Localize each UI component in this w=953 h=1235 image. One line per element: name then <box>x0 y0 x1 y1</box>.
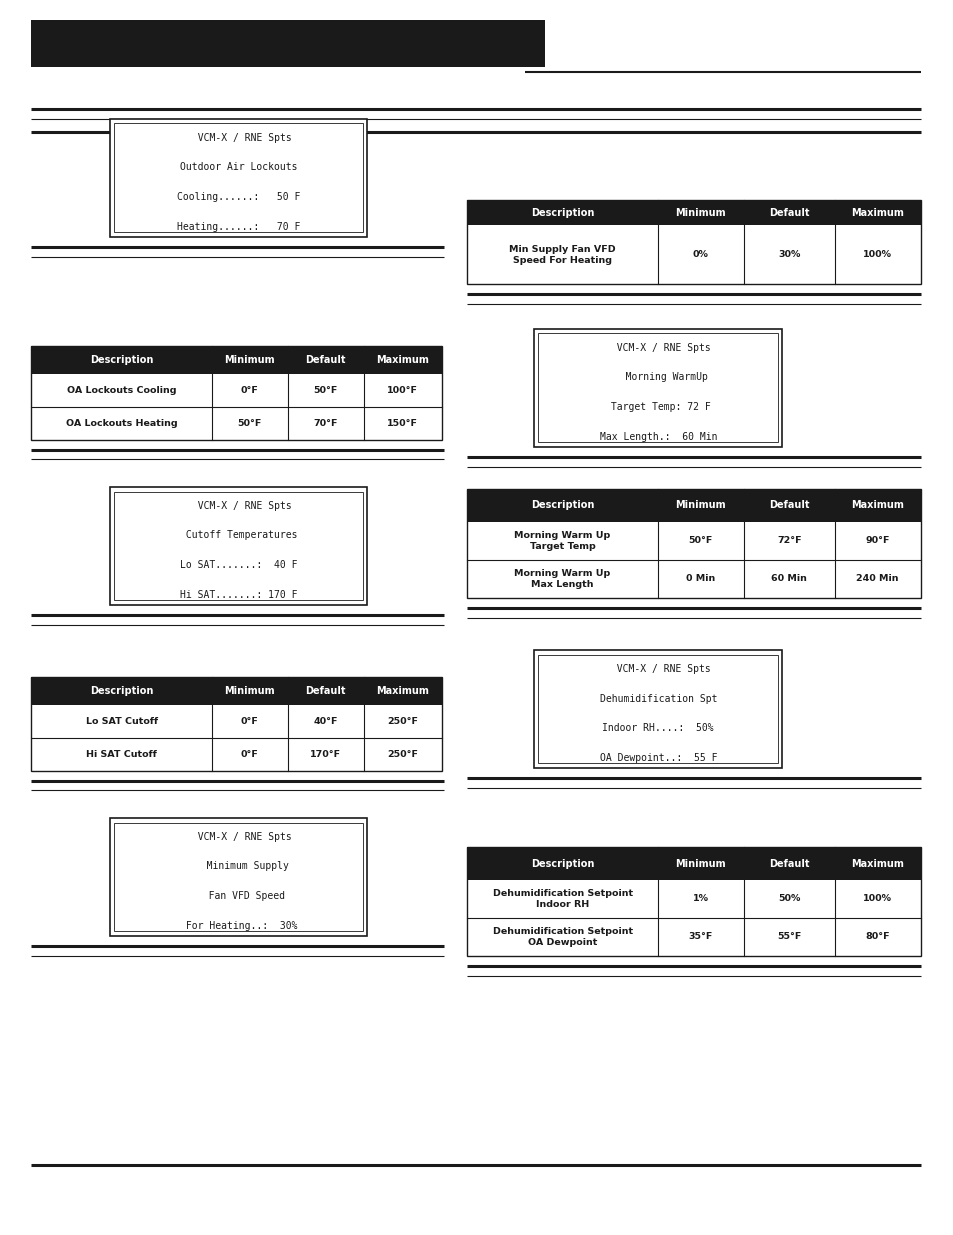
Text: Indoor RH....:  50%: Indoor RH....: 50% <box>601 724 714 734</box>
Text: Default: Default <box>305 685 346 695</box>
Text: 0%: 0% <box>692 251 708 259</box>
Bar <box>467 200 920 225</box>
Text: 100°F: 100°F <box>387 385 417 395</box>
Text: 55°F: 55°F <box>776 932 801 941</box>
Text: Maximum: Maximum <box>850 207 903 217</box>
Text: Lo SAT.......:  40 F: Lo SAT.......: 40 F <box>179 561 297 571</box>
Text: Max Length.:  60 Min: Max Length.: 60 Min <box>598 432 717 442</box>
Text: Outdoor Air Lockouts: Outdoor Air Lockouts <box>179 163 297 173</box>
Text: Dehumidification Setpoint
Indoor RH: Dehumidification Setpoint Indoor RH <box>492 889 632 909</box>
Bar <box>113 124 363 232</box>
Text: Fan VFD Speed: Fan VFD Speed <box>192 892 285 902</box>
Text: 40°F: 40°F <box>314 716 337 726</box>
Text: Minimum Supply: Minimum Supply <box>189 862 288 872</box>
Text: Lo SAT Cutoff: Lo SAT Cutoff <box>86 716 157 726</box>
Text: 70°F: 70°F <box>314 419 337 427</box>
Text: 50%: 50% <box>778 894 800 903</box>
Text: Dehumidification Setpoint
OA Dewpoint: Dehumidification Setpoint OA Dewpoint <box>492 926 632 947</box>
Text: VCM-X / RNE Spts: VCM-X / RNE Spts <box>605 664 710 674</box>
Text: 170°F: 170°F <box>310 750 341 758</box>
Bar <box>31 346 441 440</box>
Text: Minimum: Minimum <box>675 500 725 510</box>
Text: 30%: 30% <box>778 251 800 259</box>
Text: Minimum: Minimum <box>675 207 725 217</box>
Text: 80°F: 80°F <box>864 932 889 941</box>
Text: 50°F: 50°F <box>237 419 262 427</box>
Text: Description: Description <box>531 500 594 510</box>
Text: For Heating..:  30%: For Heating..: 30% <box>179 921 297 931</box>
Text: VCM-X / RNE Spts: VCM-X / RNE Spts <box>186 133 291 143</box>
Text: 50°F: 50°F <box>314 385 337 395</box>
Text: Morning Warm Up
Target Temp: Morning Warm Up Target Temp <box>514 531 610 551</box>
Text: Morning WarmUp: Morning WarmUp <box>608 373 707 383</box>
Text: Cutoff Temperatures: Cutoff Temperatures <box>179 531 297 541</box>
Text: OA Dewpoint..:  55 F: OA Dewpoint..: 55 F <box>598 753 717 763</box>
Text: Min Supply Fan VFD
Speed For Heating: Min Supply Fan VFD Speed For Heating <box>509 245 616 264</box>
Text: 250°F: 250°F <box>387 716 417 726</box>
Bar <box>534 650 781 768</box>
Text: Maximum: Maximum <box>375 685 429 695</box>
Bar <box>467 489 920 521</box>
Text: Maximum: Maximum <box>850 500 903 510</box>
Bar <box>467 200 920 284</box>
Bar <box>31 346 441 374</box>
Text: Description: Description <box>531 207 594 217</box>
Bar <box>537 655 778 763</box>
Text: Heating......:   70 F: Heating......: 70 F <box>176 222 300 232</box>
Text: 150°F: 150°F <box>387 419 417 427</box>
Text: Minimum: Minimum <box>224 354 275 364</box>
Text: 250°F: 250°F <box>387 750 417 758</box>
Text: Default: Default <box>768 500 808 510</box>
Text: Minimum: Minimum <box>224 685 275 695</box>
Text: 60 Min: 60 Min <box>770 574 806 583</box>
Text: Description: Description <box>531 858 594 868</box>
Text: VCM-X / RNE Spts: VCM-X / RNE Spts <box>186 832 291 842</box>
Text: 100%: 100% <box>862 251 891 259</box>
Bar <box>31 677 441 771</box>
Text: Default: Default <box>305 354 346 364</box>
Bar <box>467 847 920 879</box>
Text: Dehumidification Spt: Dehumidification Spt <box>598 694 717 704</box>
Text: Cooling......:   50 F: Cooling......: 50 F <box>176 193 300 203</box>
Text: OA Lockouts Cooling: OA Lockouts Cooling <box>67 385 176 395</box>
Bar <box>110 487 367 605</box>
Text: 0 Min: 0 Min <box>685 574 715 583</box>
Text: Description: Description <box>90 685 153 695</box>
Text: Default: Default <box>768 858 808 868</box>
Text: 0°F: 0°F <box>241 750 258 758</box>
Text: 35°F: 35°F <box>688 932 712 941</box>
Text: Hi SAT.......: 170 F: Hi SAT.......: 170 F <box>179 590 297 600</box>
Bar <box>467 489 920 598</box>
Text: Morning Warm Up
Max Length: Morning Warm Up Max Length <box>514 568 610 589</box>
Bar <box>31 20 544 67</box>
Text: Hi SAT Cutoff: Hi SAT Cutoff <box>86 750 157 758</box>
Bar <box>537 333 778 442</box>
Bar <box>110 119 367 237</box>
Bar <box>467 847 920 956</box>
Bar <box>113 823 363 931</box>
Text: VCM-X / RNE Spts: VCM-X / RNE Spts <box>605 343 710 353</box>
Text: 90°F: 90°F <box>864 536 889 545</box>
Text: Minimum: Minimum <box>675 858 725 868</box>
Text: 50°F: 50°F <box>688 536 712 545</box>
Text: Maximum: Maximum <box>850 858 903 868</box>
Text: Maximum: Maximum <box>375 354 429 364</box>
Text: 1%: 1% <box>692 894 708 903</box>
Text: 240 Min: 240 Min <box>856 574 898 583</box>
Text: VCM-X / RNE Spts: VCM-X / RNE Spts <box>186 501 291 511</box>
Bar <box>31 677 441 705</box>
Bar <box>113 492 363 600</box>
Text: Description: Description <box>90 354 153 364</box>
Text: 0°F: 0°F <box>241 716 258 726</box>
Bar <box>534 329 781 447</box>
Text: Target Temp: 72 F: Target Temp: 72 F <box>605 403 710 412</box>
Text: OA Lockouts Heating: OA Lockouts Heating <box>66 419 177 427</box>
Text: 72°F: 72°F <box>776 536 801 545</box>
Text: 100%: 100% <box>862 894 891 903</box>
Text: Default: Default <box>768 207 808 217</box>
Text: 0°F: 0°F <box>241 385 258 395</box>
Bar <box>110 818 367 936</box>
